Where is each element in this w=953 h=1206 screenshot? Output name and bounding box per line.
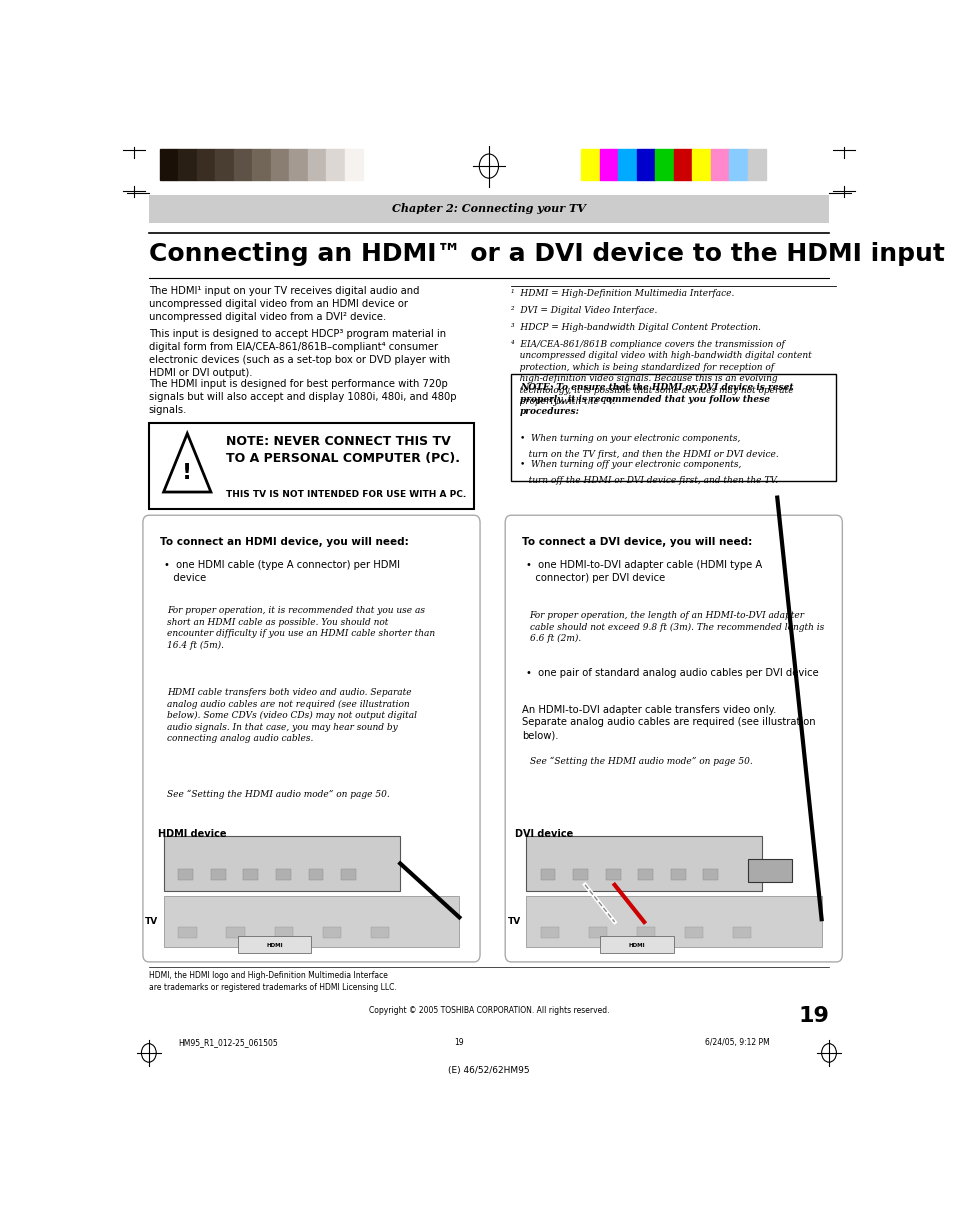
- Text: THIS TV IS NOT INTENDED FOR USE WITH A PC.: THIS TV IS NOT INTENDED FOR USE WITH A P…: [226, 490, 466, 499]
- FancyBboxPatch shape: [505, 515, 841, 962]
- Text: NOTE: To ensure that the HDMI or DVI device is reset
properly, it is recommended: NOTE: To ensure that the HDMI or DVI dev…: [519, 384, 793, 416]
- Text: NOTE: NEVER CONNECT THIS TV
TO A PERSONAL COMPUTER (PC).: NOTE: NEVER CONNECT THIS TV TO A PERSONA…: [226, 435, 460, 464]
- Text: TV: TV: [145, 918, 158, 926]
- Bar: [341, 870, 355, 880]
- Text: •  When turning on your electronic components,: • When turning on your electronic compon…: [519, 434, 742, 444]
- Bar: [599, 150, 618, 180]
- Bar: [308, 870, 323, 880]
- Text: For proper operation, it is recommended that you use as
short an HDMI cable as p: For proper operation, it is recommended …: [167, 607, 435, 650]
- Bar: [243, 870, 258, 880]
- Bar: [702, 870, 718, 880]
- Bar: [237, 936, 311, 953]
- Text: This input is designed to accept HDCP³ program material in
digital form from EIA: This input is designed to accept HDCP³ p…: [149, 328, 450, 379]
- Bar: [692, 150, 710, 180]
- Bar: [164, 836, 400, 891]
- Text: HDMI cable transfers both video and audio. Separate
analog audio cables are not : HDMI cable transfers both video and audi…: [167, 687, 416, 743]
- Bar: [728, 150, 747, 180]
- Bar: [670, 870, 685, 880]
- Text: To connect an HDMI device, you will need:: To connect an HDMI device, you will need…: [160, 537, 408, 546]
- Text: Connecting an HDMI™ or a DVI device to the HDMI input: Connecting an HDMI™ or a DVI device to t…: [149, 242, 943, 267]
- Text: HDMI device: HDMI device: [157, 829, 226, 839]
- Text: ⁴  EIA/CEA-861/861B compliance covers the transmission of
   uncompressed digita: ⁴ EIA/CEA-861/861B compliance covers the…: [511, 340, 811, 406]
- Bar: [673, 150, 692, 180]
- Bar: [178, 870, 193, 880]
- Text: ¹  HDMI = High-Definition Multimedia Interface.: ¹ HDMI = High-Definition Multimedia Inte…: [511, 288, 734, 298]
- Text: TV: TV: [507, 918, 520, 926]
- Text: ²  DVI = Digital Video Interface.: ² DVI = Digital Video Interface.: [511, 306, 657, 315]
- Text: HM95_R1_012-25_061505: HM95_R1_012-25_061505: [178, 1038, 278, 1047]
- Text: The HDMI input is designed for best performance with 720p
signals but will also : The HDMI input is designed for best perf…: [149, 379, 456, 415]
- Text: 19: 19: [798, 1006, 828, 1025]
- Bar: [588, 926, 606, 938]
- Text: Chapter 2: Connecting your TV: Chapter 2: Connecting your TV: [392, 204, 585, 215]
- Bar: [684, 926, 702, 938]
- Bar: [580, 150, 599, 180]
- Bar: [655, 150, 673, 180]
- Bar: [732, 926, 751, 938]
- Bar: [637, 150, 655, 180]
- Text: See “Setting the HDMI audio mode” on page 50.: See “Setting the HDMI audio mode” on pag…: [529, 756, 752, 766]
- Text: turn on the TV first, and then the HDMI or DVI device.: turn on the TV first, and then the HDMI …: [519, 450, 778, 459]
- Bar: [525, 836, 761, 891]
- Bar: [638, 870, 653, 880]
- Text: See “Setting the HDMI audio mode” on page 50.: See “Setting the HDMI audio mode” on pag…: [167, 790, 390, 800]
- Bar: [211, 870, 226, 880]
- Bar: [637, 926, 655, 938]
- Text: Copyright © 2005 TOSHIBA CORPORATION. All rights reserved.: Copyright © 2005 TOSHIBA CORPORATION. Al…: [368, 1006, 609, 1014]
- Text: The HDMI¹ input on your TV receives digital audio and
uncompressed digital video: The HDMI¹ input on your TV receives digi…: [149, 286, 419, 322]
- Text: HDMI: HDMI: [266, 943, 282, 948]
- Bar: [252, 150, 271, 180]
- Bar: [275, 870, 291, 880]
- Text: For proper operation, the length of an HDMI-to-DVI adapter
cable should not exce: For proper operation, the length of an H…: [529, 611, 823, 643]
- Bar: [511, 374, 836, 481]
- Text: ³  HDCP = High-bandwidth Digital Content Protection.: ³ HDCP = High-bandwidth Digital Content …: [511, 323, 760, 332]
- FancyBboxPatch shape: [143, 515, 479, 962]
- Bar: [226, 926, 245, 938]
- Bar: [710, 150, 728, 180]
- Bar: [540, 926, 558, 938]
- Bar: [322, 926, 341, 938]
- Text: HDMI: HDMI: [628, 943, 644, 948]
- Bar: [525, 896, 821, 947]
- Text: 19: 19: [454, 1038, 464, 1047]
- Bar: [233, 150, 252, 180]
- Bar: [618, 150, 637, 180]
- Bar: [573, 870, 587, 880]
- Text: DVI device: DVI device: [515, 829, 573, 839]
- Text: An HDMI-to-DVI adapter cable transfers video only.
Separate analog audio cables : An HDMI-to-DVI adapter cable transfers v…: [521, 704, 815, 740]
- Bar: [370, 926, 389, 938]
- Bar: [605, 870, 619, 880]
- Bar: [215, 150, 233, 180]
- Text: turn off the HDMI or DVI device first, and then the TV.: turn off the HDMI or DVI device first, a…: [519, 476, 778, 485]
- Text: •  When turning off your electronic components,: • When turning off your electronic compo…: [519, 461, 743, 469]
- Bar: [274, 926, 293, 938]
- Bar: [540, 870, 555, 880]
- Bar: [178, 150, 196, 180]
- Bar: [160, 150, 178, 180]
- Polygon shape: [164, 433, 211, 492]
- Text: (E) 46/52/62HM95: (E) 46/52/62HM95: [448, 1066, 529, 1075]
- Bar: [271, 150, 289, 180]
- Bar: [599, 936, 673, 953]
- Text: •  one pair of standard analog audio cables per DVI device: • one pair of standard analog audio cabl…: [525, 668, 818, 679]
- Text: •  one HDMI cable (type A connector) per HDMI
   device: • one HDMI cable (type A connector) per …: [164, 560, 399, 582]
- Bar: [149, 423, 474, 509]
- Text: To connect a DVI device, you will need:: To connect a DVI device, you will need:: [521, 537, 752, 546]
- Text: HDMI, the HDMI logo and High-Definition Multimedia Interface
are trademarks or r: HDMI, the HDMI logo and High-Definition …: [149, 971, 396, 993]
- Text: •  one HDMI-to-DVI adapter cable (HDMI type A
   connector) per DVI device: • one HDMI-to-DVI adapter cable (HDMI ty…: [525, 560, 761, 582]
- Bar: [747, 859, 791, 882]
- Bar: [149, 195, 828, 223]
- Bar: [164, 896, 459, 947]
- Bar: [326, 150, 344, 180]
- Bar: [196, 150, 215, 180]
- Text: !: !: [182, 463, 193, 484]
- Bar: [308, 150, 326, 180]
- Bar: [178, 926, 196, 938]
- Bar: [747, 150, 765, 180]
- Text: 6/24/05, 9:12 PM: 6/24/05, 9:12 PM: [704, 1038, 769, 1047]
- Bar: [344, 150, 363, 180]
- Bar: [289, 150, 308, 180]
